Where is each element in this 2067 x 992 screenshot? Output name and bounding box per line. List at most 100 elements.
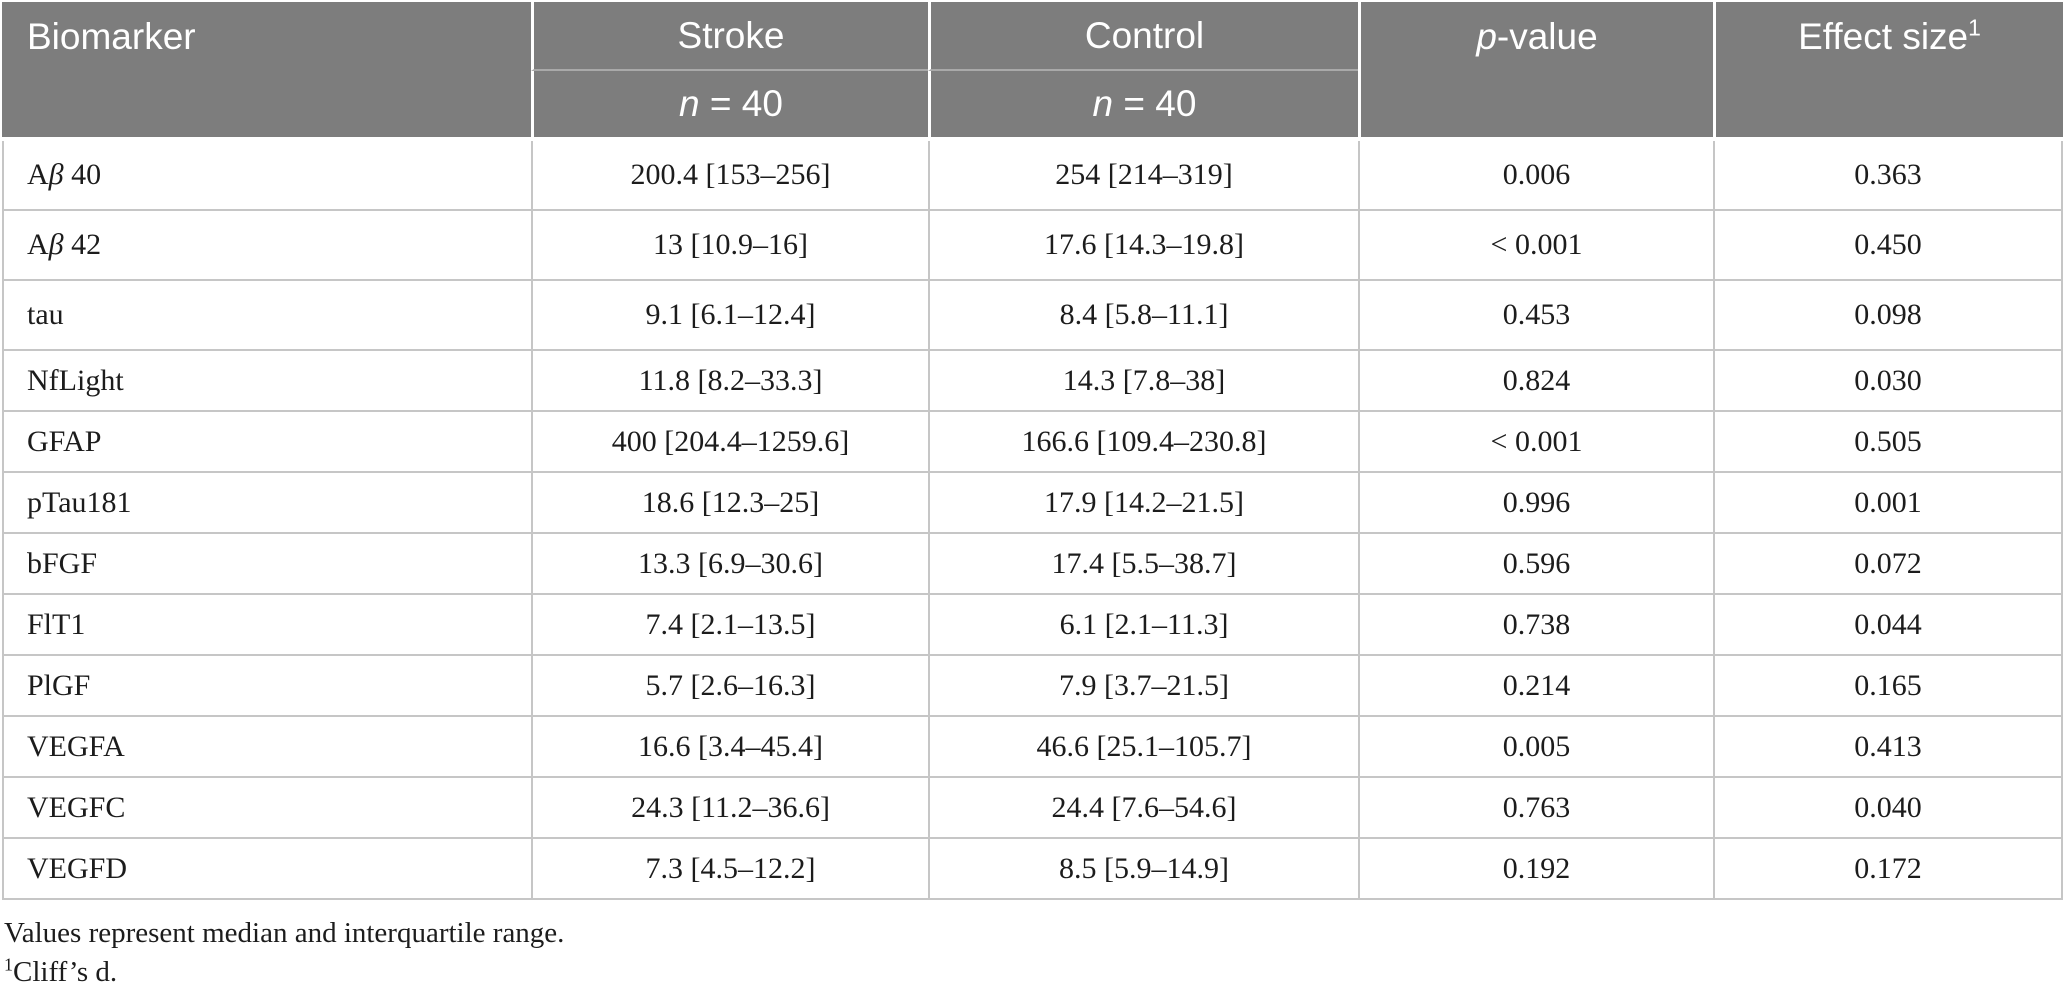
footnote-values: Values represent median and interquartil…	[4, 917, 565, 949]
footnote-marker: 1	[4, 954, 13, 975]
table-footnotes: Values represent median and interquartil…	[4, 914, 2067, 992]
cell-pvalue: 0.192	[1358, 839, 1713, 900]
col-header-stroke: Stroke	[531, 2, 928, 71]
header-row-n: n = 40 n = 40	[2, 71, 2063, 141]
cell-pvalue: 0.005	[1358, 717, 1713, 778]
biomarker-name: GFAP	[27, 424, 102, 458]
biomarker-name-italic: β	[48, 158, 64, 191]
cell-biomarker: tau	[2, 281, 531, 351]
cell-effect-size: 0.505	[1713, 412, 2063, 473]
biomarker-name: A	[27, 158, 49, 191]
cell-effect-size: 0.001	[1713, 473, 2063, 534]
biomarker-name: tau	[27, 298, 64, 331]
cell-effect-size: 0.040	[1713, 778, 2063, 839]
table-row: VEGFD 7.3 [4.5–12.2] 8.5 [5.9–14.9] 0.19…	[2, 839, 2063, 900]
table-row: NfLight 11.8 [8.2–33.3] 14.3 [7.8–38] 0.…	[2, 351, 2063, 412]
cell-control: 17.4 [5.5–38.7]	[928, 534, 1358, 595]
cell-control: 8.4 [5.8–11.1]	[928, 281, 1358, 351]
biomarker-name: pTau181	[27, 485, 132, 519]
n-italic: n	[679, 83, 700, 124]
table-row: Aβ 40 200.4 [153–256] 254 [214–319] 0.00…	[2, 141, 2063, 211]
cell-biomarker: FlT1	[2, 595, 531, 656]
cell-pvalue: 0.738	[1358, 595, 1713, 656]
cell-control: 17.6 [14.3–19.8]	[928, 211, 1358, 281]
cell-control: 6.1 [2.1–11.3]	[928, 595, 1358, 656]
biomarker-name: bFGF	[27, 546, 98, 580]
cell-pvalue: 0.996	[1358, 473, 1713, 534]
cell-effect-size: 0.072	[1713, 534, 2063, 595]
cell-biomarker: bFGF	[2, 534, 531, 595]
cell-stroke: 400 [204.4–1259.6]	[531, 412, 928, 473]
cell-effect-size: 0.165	[1713, 656, 2063, 717]
cell-stroke: 18.6 [12.3–25]	[531, 473, 928, 534]
pvalue-italic-p: p	[1476, 16, 1497, 57]
biomarker-name: VEGFA	[27, 729, 125, 763]
cell-biomarker: VEGFD	[2, 839, 531, 900]
cell-pvalue: 0.596	[1358, 534, 1713, 595]
cell-control: 24.4 [7.6–54.6]	[928, 778, 1358, 839]
cell-control: 46.6 [25.1–105.7]	[928, 717, 1358, 778]
cell-stroke: 13 [10.9–16]	[531, 211, 928, 281]
cell-pvalue: < 0.001	[1358, 211, 1713, 281]
cell-biomarker: PlGF	[2, 656, 531, 717]
cell-pvalue: 0.763	[1358, 778, 1713, 839]
table-header: Biomarker Stroke Control p-value Effect …	[2, 2, 2063, 141]
n-italic: n	[1092, 83, 1114, 124]
cell-biomarker: VEGFA	[2, 717, 531, 778]
table-row: VEGFA 16.6 [3.4–45.4] 46.6 [25.1–105.7] …	[2, 717, 2063, 778]
cell-stroke: 200.4 [153–256]	[531, 141, 928, 211]
biomarker-name-suffix: 40	[63, 158, 102, 191]
cell-pvalue: < 0.001	[1358, 412, 1713, 473]
cell-stroke: 7.4 [2.1–13.5]	[531, 595, 928, 656]
biomarker-name-italic: β	[48, 228, 64, 261]
col-header-control: Control	[928, 2, 1358, 71]
cell-stroke: 7.3 [4.5–12.2]	[531, 839, 928, 900]
biomarker-name: NfLight	[27, 363, 124, 397]
cell-effect-size: 0.363	[1713, 141, 2063, 211]
biomarker-name: A	[27, 228, 49, 261]
stroke-n-header: n = 40	[531, 71, 928, 141]
cell-effect-size: 0.098	[1713, 281, 2063, 351]
biomarker-name: VEGFD	[27, 851, 128, 885]
col-header-effect-size: Effect size1	[1713, 2, 2063, 141]
table-row: FlT1 7.4 [2.1–13.5] 6.1 [2.1–11.3] 0.738…	[2, 595, 2063, 656]
cell-effect-size: 0.030	[1713, 351, 2063, 412]
cell-pvalue: 0.214	[1358, 656, 1713, 717]
cell-control: 17.9 [14.2–21.5]	[928, 473, 1358, 534]
cell-control: 14.3 [7.8–38]	[928, 351, 1358, 412]
biomarker-name: FlT1	[27, 607, 86, 641]
cell-effect-size: 0.044	[1713, 595, 2063, 656]
cell-stroke: 16.6 [3.4–45.4]	[531, 717, 928, 778]
control-n-header: n = 40	[928, 71, 1358, 141]
cell-pvalue: 0.453	[1358, 281, 1713, 351]
cell-control: 254 [214–319]	[928, 141, 1358, 211]
biomarker-comparison-table: Biomarker Stroke Control p-value Effect …	[2, 2, 2063, 900]
cell-control: 8.5 [5.9–14.9]	[928, 839, 1358, 900]
cell-stroke: 13.3 [6.9–30.6]	[531, 534, 928, 595]
cell-control: 7.9 [3.7–21.5]	[928, 656, 1358, 717]
table-row: PlGF 5.7 [2.6–16.3] 7.9 [3.7–21.5] 0.214…	[2, 656, 2063, 717]
n-value: = 40	[699, 83, 783, 124]
footnote-cliffs-d: 1Cliff’s d.	[4, 953, 2067, 992]
cell-stroke: 24.3 [11.2–36.6]	[531, 778, 928, 839]
effect-size-label: Effect size	[1798, 16, 1969, 57]
cell-effect-size: 0.450	[1713, 211, 2063, 281]
pvalue-rest: -value	[1496, 16, 1598, 57]
table-row: VEGFC 24.3 [11.2–36.6] 24.4 [7.6–54.6] 0…	[2, 778, 2063, 839]
col-header-pvalue: p-value	[1358, 2, 1713, 141]
table-row: tau 9.1 [6.1–12.4] 8.4 [5.8–11.1] 0.453 …	[2, 281, 2063, 351]
cell-pvalue: 0.824	[1358, 351, 1713, 412]
cell-pvalue: 0.006	[1358, 141, 1713, 211]
cell-biomarker: Aβ 42	[2, 211, 531, 281]
n-value: = 40	[1113, 83, 1197, 124]
biomarker-name: PlGF	[27, 668, 91, 702]
biomarker-name: VEGFC	[27, 790, 126, 824]
cell-effect-size: 0.172	[1713, 839, 2063, 900]
effect-size-footnote-marker: 1	[1968, 14, 1981, 41]
table-body: Aβ 40 200.4 [153–256] 254 [214–319] 0.00…	[2, 141, 2063, 900]
cell-stroke: 9.1 [6.1–12.4]	[531, 281, 928, 351]
cell-biomarker: VEGFC	[2, 778, 531, 839]
cell-stroke: 5.7 [2.6–16.3]	[531, 656, 928, 717]
cell-biomarker: pTau181	[2, 473, 531, 534]
col-header-biomarker: Biomarker	[2, 2, 531, 141]
